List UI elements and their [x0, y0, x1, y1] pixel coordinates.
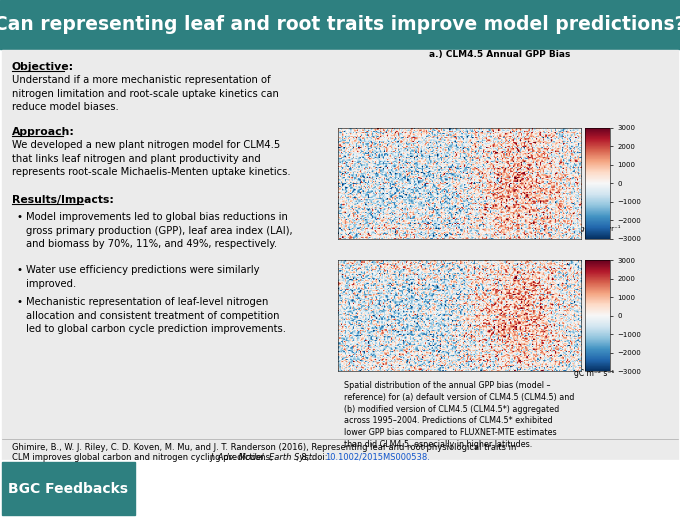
Text: Results/Impacts:: Results/Impacts:: [12, 195, 114, 205]
Text: CLM improves global carbon and nitrogen cycling predictions,: CLM improves global carbon and nitrogen …: [12, 453, 275, 462]
Text: •: •: [17, 265, 23, 275]
Text: , 8, doi:: , 8, doi:: [296, 453, 327, 462]
Text: •: •: [17, 212, 23, 222]
Text: Ghimire, B., W. J. Riley, C. D. Koven, M. Mu, and J. T. Randerson (2016), Repres: Ghimire, B., W. J. Riley, C. D. Koven, M…: [12, 443, 516, 452]
Text: J. Adv. Model. Earth Syst.: J. Adv. Model. Earth Syst.: [211, 453, 316, 462]
Text: gC m⁻² yr⁻¹: gC m⁻² yr⁻¹: [580, 225, 620, 233]
Text: BGC Feedbacks: BGC Feedbacks: [8, 482, 128, 496]
Text: gC m⁻² s⁻¹: gC m⁻² s⁻¹: [574, 369, 614, 377]
Bar: [2, 50, 678, 460]
Text: Approach:: Approach:: [12, 127, 75, 137]
Bar: [2, 462, 135, 515]
Text: Spatial distribution of the annual GPP bias (model –
reference) for (a) default : Spatial distribution of the annual GPP b…: [344, 381, 575, 449]
Text: b.) CLM4.5* Annual GPP Bias: b.) CLM4.5* Annual GPP Bias: [414, 221, 560, 231]
Text: Model improvements led to global bias reductions in
gross primary production (GP: Model improvements led to global bias re…: [26, 212, 292, 249]
Text: Water use efficiency predictions were similarly
improved.: Water use efficiency predictions were si…: [26, 265, 260, 288]
Text: Objective:: Objective:: [12, 62, 74, 72]
Text: a.) CLM4.5 Annual GPP Bias: a.) CLM4.5 Annual GPP Bias: [429, 50, 571, 58]
Text: Can representing leaf and root traits improve model predictions?: Can representing leaf and root traits im…: [0, 16, 680, 35]
Text: We developed a new plant nitrogen model for CLM4.5
that links leaf nitrogen and : We developed a new plant nitrogen model …: [12, 140, 290, 177]
Text: Understand if a more mechanistic representation of
nitrogen limitation and root-: Understand if a more mechanistic represe…: [12, 75, 279, 112]
Text: Mechanistic representation of leaf-level nitrogen
allocation and consistent trea: Mechanistic representation of leaf-level…: [26, 297, 286, 334]
Text: •: •: [17, 297, 23, 307]
Bar: [0, 0, 680, 49]
Bar: [0, 460, 680, 517]
Text: 10.1002/2015MS000538.: 10.1002/2015MS000538.: [325, 453, 430, 462]
